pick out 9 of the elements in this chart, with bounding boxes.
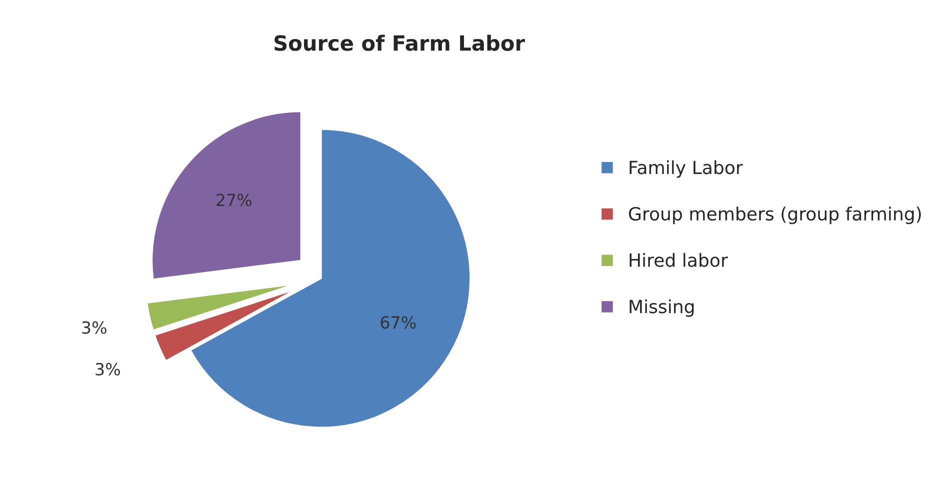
legend-label: Group members (group farming) <box>628 206 921 224</box>
data-label: 3% <box>82 321 106 334</box>
legend-label: Hired labor <box>630 253 728 267</box>
data-label: 3% <box>96 362 120 376</box>
legend-label: Missing <box>630 299 694 317</box>
legend-label: Family Labor <box>630 160 743 178</box>
chart-title: Source of Farm Labor <box>274 34 525 51</box>
data-label: 67% <box>380 316 416 329</box>
data-label: 27% <box>216 194 252 206</box>
